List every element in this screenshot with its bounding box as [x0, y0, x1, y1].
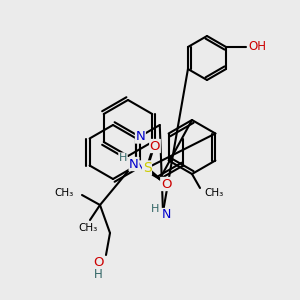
- Text: CH₃: CH₃: [78, 223, 98, 233]
- Text: N: N: [129, 158, 139, 170]
- Text: H: H: [94, 268, 102, 281]
- Text: CH₃: CH₃: [55, 188, 74, 198]
- Text: N: N: [161, 208, 171, 221]
- Text: O: O: [150, 140, 160, 152]
- Text: N: N: [136, 130, 145, 143]
- Text: O: O: [93, 256, 103, 269]
- Text: S: S: [142, 161, 152, 175]
- Text: OH: OH: [248, 40, 266, 53]
- Text: N: N: [136, 161, 145, 174]
- Text: H: H: [119, 153, 127, 163]
- Text: CH₃: CH₃: [204, 188, 223, 198]
- Text: H: H: [151, 204, 159, 214]
- Text: O: O: [161, 178, 171, 190]
